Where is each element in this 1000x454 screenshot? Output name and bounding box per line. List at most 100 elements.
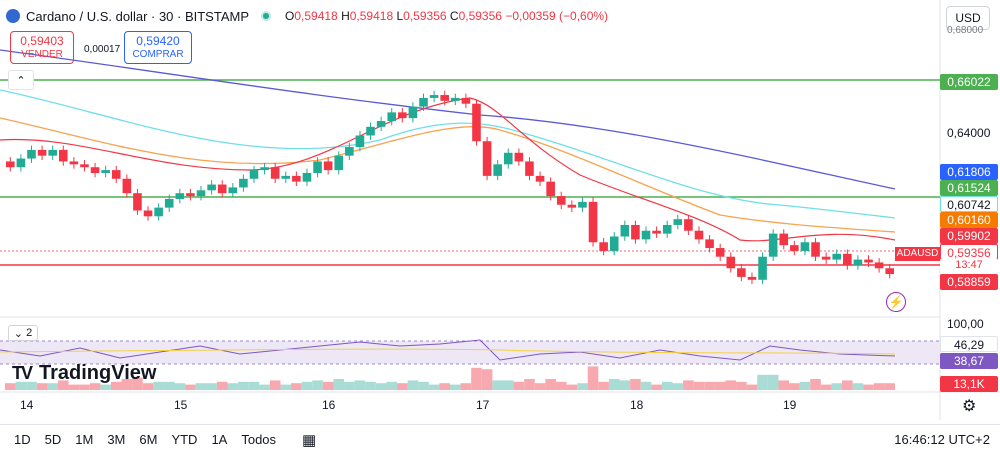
indicator-count: 2: [26, 327, 33, 339]
candle: [80, 164, 89, 168]
volume-bar: [227, 383, 239, 390]
volume-bar: [322, 381, 334, 390]
label-resistance[interactable]: 0,66022: [940, 74, 998, 90]
symbol-title[interactable]: Cardano / U.S. dollar · 30 · BITSTAMP: [26, 8, 249, 24]
ohlc-values: O0,59418 H0,59418 L0,59356 C0,59356 −0,0…: [285, 9, 609, 23]
volume-bar: [852, 383, 864, 390]
ema-orange-line: [0, 117, 896, 233]
candle: [90, 167, 100, 173]
ema-blue-line: [0, 49, 896, 190]
volume-bar: [15, 381, 27, 390]
candle: [482, 141, 492, 176]
range-1m[interactable]: 1M: [75, 432, 94, 447]
candle: [821, 256, 831, 260]
range-3m[interactable]: 3M: [107, 432, 126, 447]
volume-bar: [110, 381, 122, 390]
lightning-icon[interactable]: ⚡: [886, 292, 906, 312]
volume-bar: [704, 381, 715, 390]
label-support[interactable]: 0,61524: [940, 180, 998, 196]
candle: [419, 97, 428, 107]
candle: [726, 256, 736, 269]
candle: [69, 161, 79, 165]
candle: [578, 201, 587, 208]
volume-bar: [725, 380, 737, 390]
volume-bar: [89, 383, 101, 390]
buy-button[interactable]: 0,59420 COMPRAR: [124, 31, 192, 64]
volume-bar: [259, 384, 270, 390]
volume-bar: [492, 380, 503, 390]
volume-bar: [206, 383, 217, 390]
volume-bar: [365, 381, 376, 390]
volume-bar: [767, 374, 779, 390]
currency-selector[interactable]: USD: [946, 6, 990, 30]
volume-bar: [608, 379, 620, 390]
label-last-price: 0,59356: [940, 244, 998, 260]
candle: [101, 170, 110, 173]
range-all[interactable]: Todos: [241, 432, 277, 447]
volume-bar: [534, 383, 546, 390]
range-1a[interactable]: 1A: [211, 432, 228, 447]
volume-bar: [57, 380, 69, 390]
candle: [864, 259, 873, 263]
candle: [472, 103, 481, 142]
candle: [217, 184, 227, 194]
label-volume: 13,1K: [940, 376, 998, 392]
volume-bar: [121, 379, 133, 390]
range-1d[interactable]: 1D: [14, 432, 31, 447]
range-5d[interactable]: 5D: [44, 432, 62, 447]
axis-top-partial: 0,68000: [947, 25, 984, 36]
time-label: 17: [476, 398, 490, 412]
candle: [366, 126, 375, 136]
volume-bar: [68, 384, 80, 390]
volume-bar: [863, 384, 874, 390]
label-rsi: 46,29: [940, 336, 998, 352]
label-ema-orange: 0,60160: [940, 212, 998, 228]
candle: [6, 161, 15, 168]
candle: [376, 121, 386, 127]
label-low-line[interactable]: 0,58859: [940, 274, 998, 290]
volume-bar: [471, 367, 482, 390]
range-6m[interactable]: 6M: [139, 432, 158, 447]
volume-bar: [661, 381, 673, 390]
candle: [16, 158, 26, 168]
buy-price: 0,59420: [136, 34, 180, 48]
volume-bar: [820, 384, 832, 390]
candle: [292, 175, 301, 182]
symbol-tag: ADAUSD: [895, 247, 940, 261]
indicators-toggle[interactable]: ⌄ 2: [8, 325, 38, 341]
calendar-range-icon[interactable]: ▦: [302, 431, 317, 449]
volume-bar: [566, 384, 578, 390]
axis-rsi-100: 100,00: [947, 317, 984, 331]
volume-bar: [598, 381, 609, 390]
market-status-icon[interactable]: [261, 11, 271, 21]
clock[interactable]: 16:46:12 UTC+2: [894, 432, 990, 447]
volume-bar: [630, 379, 641, 390]
candle: [620, 224, 630, 237]
candle: [546, 181, 555, 197]
volume-bar: [789, 383, 800, 390]
range-ytd[interactable]: YTD: [171, 432, 198, 447]
settings-gear-icon[interactable]: ⚙: [962, 398, 977, 415]
candle: [175, 193, 185, 199]
time-label: 18: [630, 398, 644, 412]
candle: [355, 135, 365, 148]
volume-bar: [672, 383, 684, 390]
volume-bar: [142, 383, 154, 390]
volume-bar: [344, 381, 355, 390]
candle: [48, 149, 57, 156]
tradingview-logo[interactable]: TV TradingView: [12, 362, 156, 385]
chevron-up-icon[interactable]: ⌃: [8, 70, 34, 90]
candle: [768, 233, 778, 257]
candle: [133, 193, 142, 211]
candle: [323, 161, 333, 171]
candle: [525, 161, 534, 176]
volume-bar: [884, 383, 895, 390]
volume-bar: [640, 381, 652, 390]
time-label: 15: [174, 398, 188, 412]
sell-button[interactable]: 0,59403 VENDER: [10, 31, 74, 64]
volume-bar: [450, 384, 461, 390]
volume-bar: [269, 380, 281, 390]
candle: [684, 219, 693, 231]
